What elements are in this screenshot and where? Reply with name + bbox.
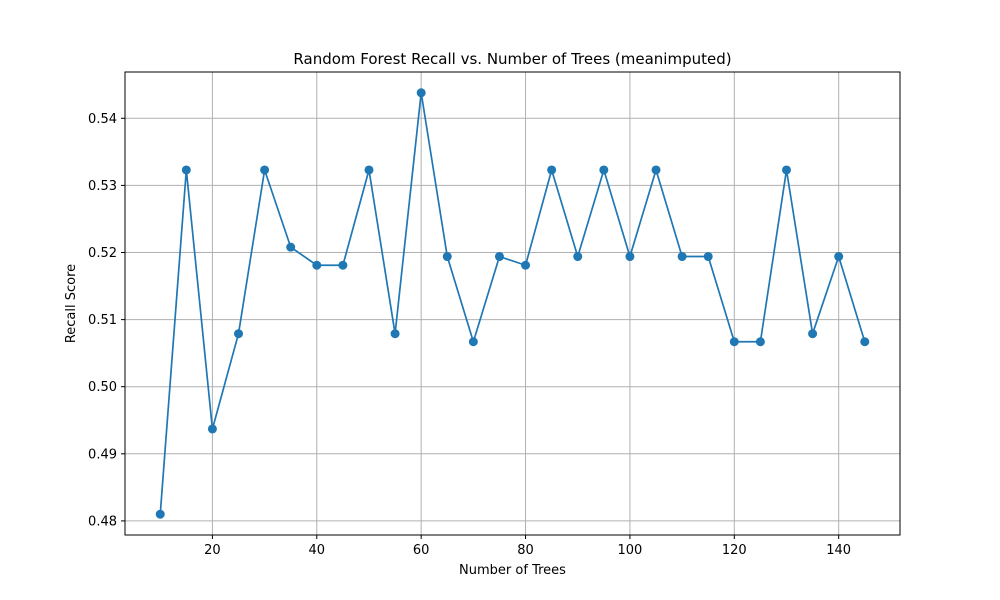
y-tick-label: 0.48 (88, 514, 117, 529)
x-tick-label: 120 (722, 543, 747, 558)
data-point (468, 337, 478, 347)
x-tick-label: 40 (309, 543, 326, 558)
data-point (860, 337, 870, 347)
y-tick-label: 0.50 (88, 380, 117, 395)
data-point (625, 252, 635, 262)
data-point (286, 242, 296, 252)
data-point (677, 252, 687, 262)
data-point (442, 252, 452, 262)
data-point (155, 509, 165, 519)
data-point (781, 165, 791, 175)
data-point (547, 165, 557, 175)
data-point (573, 252, 583, 262)
data-point (338, 260, 348, 270)
y-tick-label: 0.54 (88, 112, 117, 127)
data-point (181, 165, 191, 175)
data-point (834, 252, 844, 262)
x-tick-label: 80 (517, 543, 534, 558)
x-tick-label: 60 (413, 543, 430, 558)
data-point (364, 165, 374, 175)
x-axis-ticks: 20 40 60 80 100 120 140 (204, 535, 851, 558)
data-point (312, 260, 322, 270)
data-point (234, 329, 244, 339)
x-tick-label: 100 (618, 543, 643, 558)
y-tick-label: 0.49 (88, 447, 117, 462)
chart-title: Random Forest Recall vs. Number of Trees… (293, 50, 731, 68)
data-point (416, 88, 426, 98)
series-line (159, 91, 866, 515)
y-tick-label: 0.51 (88, 313, 117, 328)
plot-area-frame (124, 71, 901, 536)
x-tick-label: 140 (826, 543, 851, 558)
data-point (260, 165, 270, 175)
data-point (390, 329, 400, 339)
data-point (651, 165, 661, 175)
data-point (729, 337, 739, 347)
y-tick-label: 0.53 (88, 179, 117, 194)
data-point (755, 337, 765, 347)
data-series (155, 88, 870, 519)
y-tick-label: 0.52 (88, 246, 117, 261)
x-tick-label: 20 (204, 543, 221, 558)
data-point (808, 329, 818, 339)
data-point (703, 252, 713, 262)
data-point (521, 260, 531, 270)
grid-lines (125, 72, 900, 535)
data-point (207, 424, 217, 434)
y-axis-ticks: 0.48 0.49 0.50 0.51 0.52 0.53 0.54 (88, 112, 125, 529)
y-axis-label: Recall Score (64, 264, 79, 343)
data-point (494, 252, 504, 262)
data-point (599, 165, 609, 175)
x-axis-label: Number of Trees (459, 563, 566, 578)
